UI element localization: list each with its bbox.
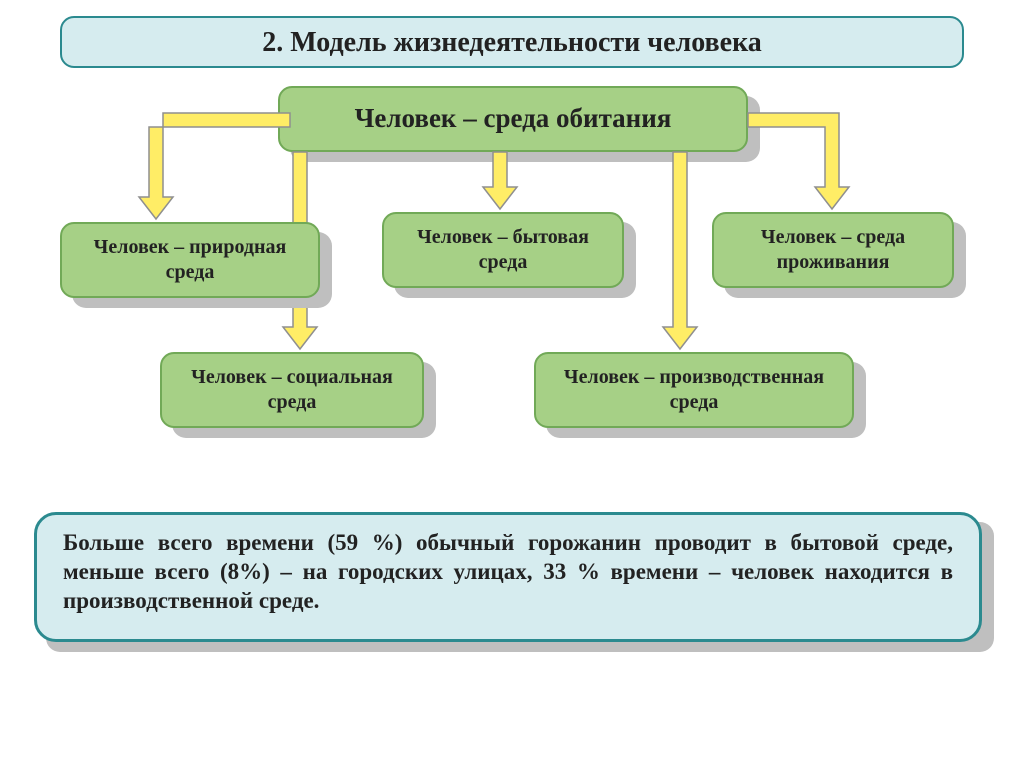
node-domestic-label: Человек – бытовая среда <box>398 225 608 275</box>
footer-note-text: Больше всего времени (59 %) обычный горо… <box>63 530 953 613</box>
node-natural: Человек – природная среда <box>60 222 320 298</box>
arrow-to-natural <box>139 113 290 219</box>
node-industrial: Человек – производственная среда <box>534 352 854 428</box>
arrow-to-industrial <box>663 152 697 349</box>
node-social: Человек – социальная среда <box>160 352 424 428</box>
arrow-to-domestic <box>483 152 517 209</box>
node-social-label: Человек – социальная среда <box>176 365 408 415</box>
node-industrial-label: Человек – производственная среда <box>550 365 838 415</box>
node-natural-label: Человек – природная среда <box>76 235 304 285</box>
node-residence: Человек – среда проживания <box>712 212 954 288</box>
footer-note: Больше всего времени (59 %) обычный горо… <box>34 512 982 642</box>
node-domestic: Человек – бытовая среда <box>382 212 624 288</box>
node-residence-label: Человек – среда проживания <box>728 225 938 275</box>
arrow-to-residence <box>748 113 849 209</box>
